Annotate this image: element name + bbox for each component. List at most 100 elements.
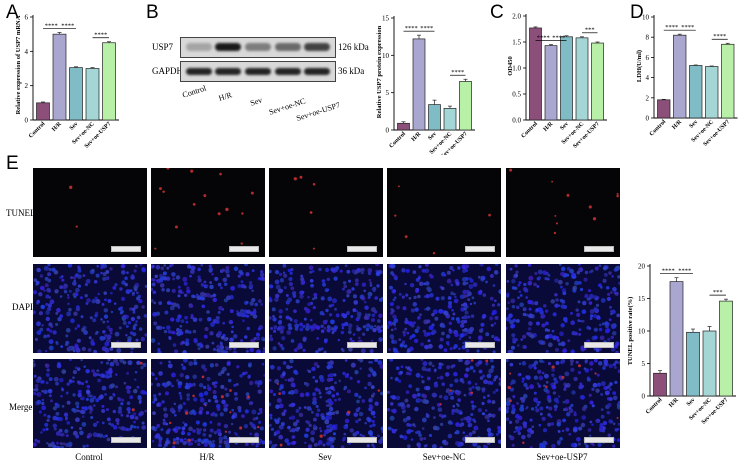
bar-h-r [412,38,426,131]
y-tick-label: 6 [25,14,29,22]
x-tick-label: Control [389,131,408,150]
scale-bar [465,246,495,252]
y-tick-label: 5 [386,89,390,97]
y-axis-label: Relative expression of USP7 mRNA [15,15,22,114]
panel-letter-a: A [6,2,19,23]
wb-band-label-gapdh: GAPDH [152,66,184,76]
bar-h-r [673,34,687,119]
scale-bar [229,342,259,348]
panel-letter-c: C [490,2,504,23]
y-tick-label: 2 [25,82,29,90]
y-tick-label: 0.5 [512,91,521,99]
bar-sev-oe-nc [705,66,719,119]
panel-letter-b: B [146,2,159,23]
bar-sev-oe-usp7 [102,42,116,121]
scale-bar [584,437,614,443]
significance-label: **** [420,25,433,32]
x-tick-label: Sev [686,397,697,408]
y-tick-label: 0 [25,117,29,125]
y-tick-label: 10 [638,328,646,336]
significance-label: **** [665,24,678,31]
micro-merge-2 [269,359,383,448]
row-label-merge: Merge [9,402,33,412]
col-label-hr: H/R [199,452,215,462]
row-label-tunel: TUNEL [6,208,36,218]
wb-band [304,43,331,51]
wb-lane-label: Sev [249,95,263,107]
y-tick-label: 0.0 [512,117,521,125]
x-tick-label: H/R [543,121,555,133]
y-tick-label: 5 [642,360,646,368]
scale-bar [111,342,141,348]
bar-control [36,102,50,121]
y-tick-label: 15 [638,295,646,303]
wb-band [245,43,271,51]
col-label-sev-oe-usp7: Sev+oe-USP7 [536,452,588,462]
scale-bar [347,246,377,252]
y-tick-label: 6 [646,54,650,62]
micro-merge-0 [33,359,147,448]
chart-e-tunel-rate: 0 5 10 15 20 TUNEL positive rate(%) Control H/R… [627,263,736,426]
y-tick-label: 1.0 [512,65,521,73]
y-tick-label: 1.5 [512,39,521,47]
scale-bar [347,437,377,443]
significance-label: **** [537,34,550,41]
wb-band [215,43,242,51]
wb-band [304,68,331,75]
y-tick-label: 0 [646,115,650,123]
micro-merge-4 [506,359,620,448]
y-axis-label: Relative USP7 protein expression [376,25,383,118]
bar-sev [560,36,573,121]
scale-bar [111,246,141,252]
wb-size-gapdh: 36 kDa [338,66,365,76]
scale-bar [229,437,259,443]
micro-merge-1 [151,359,265,448]
significance-label: **** [552,34,565,41]
col-label-control: Control [75,452,103,462]
x-tick-label: H/R [51,121,63,133]
significance-label: *** [713,289,723,296]
micro-tunel-3 [387,168,501,257]
scale-bar [347,342,377,348]
bar-h-r [52,33,67,121]
bar-sev-oe-nc [85,68,100,121]
scale-bar [465,342,495,348]
bar-sev-oe-usp7 [721,43,735,119]
significance-label: **** [713,33,726,40]
y-tick-label: 0 [386,127,390,135]
bar-sev-oe-usp7 [719,300,733,397]
y-axis-label: OD450 [507,56,514,76]
x-tick-label: H/R [671,119,683,131]
micro-tunel-0 [33,168,147,257]
wb-lane-label: H/R [217,90,233,103]
wb-gapdh-strip [180,61,336,82]
y-tick-label: 2.0 [512,13,521,21]
y-tick-label: 4 [25,48,29,56]
y-tick-label: 15 [382,15,390,23]
wb-lane-label: Control [181,83,208,99]
col-label-sev: Sev [318,452,332,462]
micro-dapi-3 [387,264,501,353]
micro-dapi-1 [151,264,265,353]
bar-h-r [669,281,684,397]
x-tick-label: Sev [69,121,80,132]
significance-label: **** [405,25,418,32]
x-tick-label: Control [649,119,668,138]
significance-label: **** [681,24,694,31]
x-tick-label: Control [28,121,47,140]
y-axis-label: TUNEL positive rate(%) [627,297,634,366]
panel-letter-e: E [6,153,19,174]
x-tick-label: Sev [559,121,570,132]
bar-control [529,27,542,121]
row-label-dapi: DAPI [12,302,34,312]
bar-sev-oe-nc [443,107,457,131]
col-label-sev-oe-nc: Sev+oe-NC [422,452,466,462]
bar-control [653,372,667,397]
wb-band [274,43,301,51]
bar-control [657,99,671,119]
x-tick-label: H/R [668,397,680,409]
significance-label: *** [585,27,595,34]
wb-band-label-usp7: USP7 [152,42,174,52]
y-tick-label: 4 [646,74,650,82]
